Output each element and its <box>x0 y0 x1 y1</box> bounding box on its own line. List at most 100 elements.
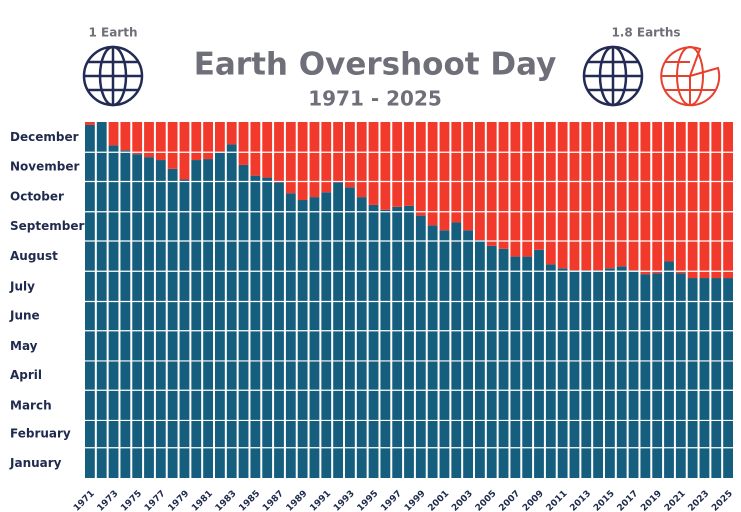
x-tick-label: 2011 <box>545 489 570 512</box>
bar-segment <box>451 122 462 223</box>
bar-segment <box>262 122 273 178</box>
bar-segment <box>262 177 273 478</box>
y-tick-label: October <box>10 190 64 204</box>
bar-segment <box>628 122 639 271</box>
bar-segment <box>522 256 533 478</box>
bar-segment <box>167 122 178 169</box>
bar-segment <box>652 122 663 274</box>
bar-segment <box>569 270 580 478</box>
bar-segment <box>581 122 592 271</box>
bar-segment <box>616 122 627 267</box>
bar-segment <box>392 206 403 478</box>
bar-segment <box>345 122 355 188</box>
bar-segment <box>486 122 497 246</box>
bar-segment <box>345 187 355 478</box>
x-tick-label: 1983 <box>214 489 239 512</box>
y-tick-label: August <box>10 249 58 263</box>
bar-segment <box>498 122 509 249</box>
x-tick-label: 1977 <box>143 489 168 512</box>
bar-segment <box>652 273 663 478</box>
bar-segment <box>486 245 497 478</box>
bar-segment <box>167 168 178 478</box>
bar-segment <box>427 122 438 226</box>
bar-segment <box>569 122 580 271</box>
bar-segment <box>557 268 568 478</box>
bar-segment <box>285 193 296 478</box>
x-tick-label: 1985 <box>237 489 262 512</box>
globe-icon <box>582 45 644 107</box>
x-tick-label: 1989 <box>285 489 310 512</box>
bar-segment <box>640 122 651 275</box>
bar-segment <box>687 122 698 279</box>
bar-segment <box>427 225 438 478</box>
bar-segment <box>191 122 202 161</box>
bar-segment <box>215 152 225 479</box>
bar-segment <box>309 122 320 198</box>
bar-segment <box>522 122 533 257</box>
y-tick-label: September <box>10 219 84 233</box>
bar-segment <box>309 197 320 478</box>
x-tick-label: 1993 <box>332 489 357 512</box>
bar-segment <box>215 122 225 153</box>
bar-segment <box>534 249 544 478</box>
x-tick-label: 1987 <box>261 489 286 512</box>
x-tick-label: 1999 <box>403 489 428 512</box>
bar-segment <box>321 122 332 193</box>
bar-segment <box>191 160 202 478</box>
bar-segment <box>510 122 521 257</box>
bar-segment <box>226 122 237 145</box>
x-tick-label: 2013 <box>568 489 593 512</box>
bar-segment <box>380 209 391 478</box>
x-tick-label: 2015 <box>592 489 617 512</box>
bar-segment <box>238 164 249 478</box>
bar-segment <box>238 122 249 165</box>
bar-segment <box>144 157 154 478</box>
bar-segment <box>368 204 379 478</box>
bar-segment <box>699 122 710 279</box>
bar-segment <box>392 122 403 207</box>
bar-segment <box>250 122 261 176</box>
x-tick-label: 1995 <box>356 489 381 512</box>
chart-title: Earth Overshoot Day <box>194 47 557 83</box>
y-tick-label: June <box>9 309 40 323</box>
bar-segment <box>356 197 367 478</box>
x-tick-label: 2019 <box>639 489 664 512</box>
bar-segment <box>179 122 190 180</box>
y-tick-label: May <box>10 339 38 353</box>
bar-segment <box>250 175 261 478</box>
x-tick-label: 1975 <box>119 489 144 512</box>
bar-segment <box>723 122 733 279</box>
bar-segment <box>297 200 308 478</box>
x-tick-label: 2001 <box>427 489 452 512</box>
bar-segment <box>179 179 190 478</box>
bar-segment <box>463 122 473 231</box>
bar-segment <box>463 230 473 478</box>
x-tick-label: 2023 <box>687 489 712 512</box>
bar-segment <box>297 122 308 201</box>
bar-segment <box>605 268 615 478</box>
bar-segment <box>498 248 509 478</box>
x-tick-label: 2009 <box>521 489 546 512</box>
chart-subtitle: 1971 - 2025 <box>308 87 442 111</box>
bar-segment <box>534 122 544 250</box>
bar-segment <box>439 122 450 231</box>
x-tick-label: 1981 <box>190 489 215 512</box>
bar-segment <box>581 270 592 478</box>
bar-segment <box>132 154 143 479</box>
bar-segment <box>404 205 414 478</box>
bar-segment <box>108 122 119 146</box>
y-tick-label: December <box>10 130 79 144</box>
bar-segment <box>356 122 367 198</box>
bar-segment <box>120 122 131 151</box>
bar-segment <box>203 122 213 160</box>
bar-segment <box>155 122 166 161</box>
y-tick-label: November <box>10 159 79 173</box>
bar-segment <box>510 256 521 478</box>
bar-segment <box>687 278 698 478</box>
bar-segment <box>85 122 95 125</box>
bar-segment <box>108 145 119 479</box>
annotation: 1 Earth <box>88 26 137 40</box>
bar-segment <box>711 122 722 279</box>
x-tick-label: 1973 <box>96 489 121 512</box>
